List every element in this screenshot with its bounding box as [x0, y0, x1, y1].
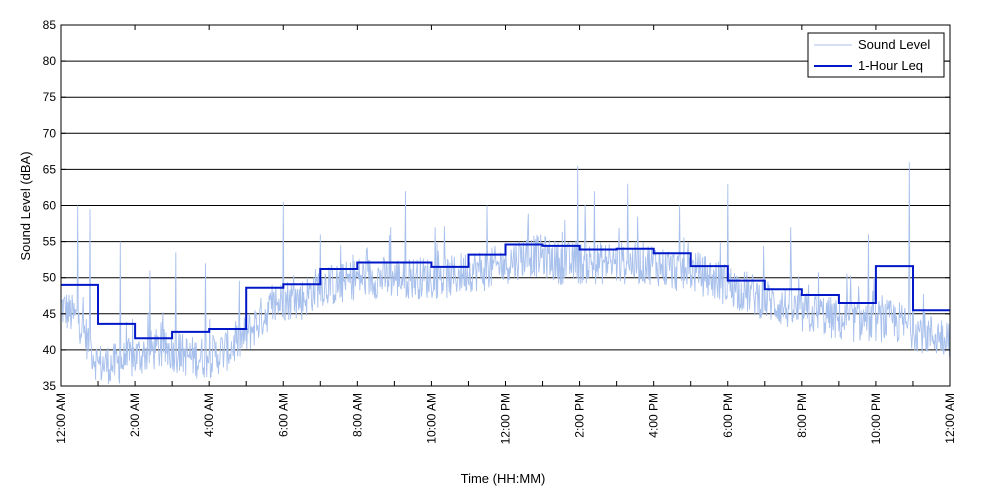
x-tick-label-7: 2:00 PM	[573, 393, 587, 438]
y-tick-label-85: 85	[43, 18, 57, 32]
y-tick-label-40: 40	[43, 343, 57, 357]
x-tick-label-8: 4:00 PM	[647, 393, 661, 438]
axis-ticks	[60, 24, 951, 387]
x-tick-label-9: 6:00 PM	[721, 393, 735, 438]
y-tick-label-75: 75	[43, 90, 57, 104]
x-tick-label-2: 4:00 AM	[202, 393, 216, 437]
legend-label-sound-level: Sound Level	[858, 37, 930, 52]
x-tick-label-4: 8:00 AM	[350, 393, 364, 437]
y-tick-label-65: 65	[43, 162, 57, 176]
y-axis-title: Sound Level (dBA)	[18, 151, 33, 260]
y-tick-label-80: 80	[43, 54, 57, 68]
x-tick-label-11: 10:00 PM	[869, 393, 883, 444]
x-tick-label-1: 2:00 AM	[128, 393, 142, 437]
x-tick-label-0: 12:00 AM	[54, 393, 68, 444]
legend-box	[807, 32, 945, 78]
x-tick-labels: 12:00 AM 2:00 AM 4:00 AM 6:00 AM 8:00 AM 10:0…	[54, 393, 957, 444]
y-tick-label-70: 70	[43, 126, 57, 140]
y-tick-label-60: 60	[43, 199, 57, 213]
leq-series	[61, 243, 950, 340]
x-axis-title: Time (HH:MM)	[461, 471, 546, 486]
x-tick-label-12: 12:00 AM	[943, 393, 957, 444]
y-tick-label-45: 45	[43, 307, 57, 321]
legend-label-leq: 1-Hour Leq	[858, 58, 923, 73]
x-tick-label-6: 12:00 PM	[499, 393, 513, 444]
leq-step-line	[61, 243, 950, 340]
y-tick-label-35: 35	[43, 379, 57, 393]
x-tick-label-5: 10:00 AM	[424, 393, 438, 444]
x-tick-label-3: 6:00 AM	[276, 393, 290, 437]
x-tick-label-10: 8:00 PM	[795, 393, 809, 438]
legend: Sound Level 1-Hour Leq	[807, 32, 945, 78]
y-tick-label-50: 50	[43, 271, 57, 285]
gridlines	[61, 60, 950, 351]
y-tick-label-55: 55	[43, 235, 57, 249]
y-tick-labels: 35 40 45 50 55 60 65 70 75 80 85	[43, 18, 57, 393]
